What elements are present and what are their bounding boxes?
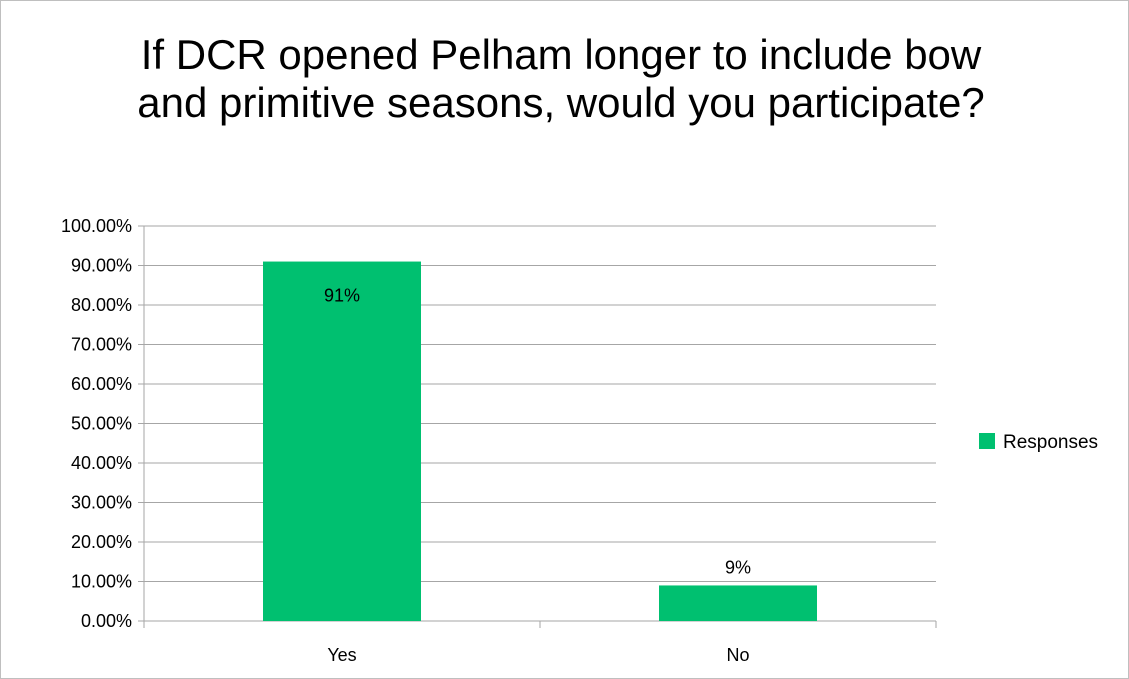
legend-swatch <box>979 433 995 449</box>
y-tick-label: 90.00% <box>71 256 132 276</box>
legend-label: Responses <box>1003 432 1098 453</box>
data-label: 9% <box>725 557 751 577</box>
y-tick-label: 0.00% <box>81 611 132 631</box>
y-tick-label: 80.00% <box>71 295 132 315</box>
chart-title: If DCR opened Pelham longer to include b… <box>137 31 985 126</box>
x-tick-label: No <box>726 645 749 665</box>
bar-no <box>659 585 817 621</box>
y-tick-label: 50.00% <box>71 414 132 434</box>
y-tick-label: 40.00% <box>71 453 132 473</box>
y-tick-label: 60.00% <box>71 374 132 394</box>
y-tick-label: 20.00% <box>71 532 132 552</box>
y-tick-label: 70.00% <box>71 335 132 355</box>
y-tick-label: 100.00% <box>61 216 132 236</box>
y-tick-label: 10.00% <box>71 572 132 592</box>
y-tick-label: 30.00% <box>71 493 132 513</box>
bar-yes <box>263 261 421 621</box>
data-label: 91% <box>324 286 360 306</box>
x-tick-label: Yes <box>327 645 356 665</box>
